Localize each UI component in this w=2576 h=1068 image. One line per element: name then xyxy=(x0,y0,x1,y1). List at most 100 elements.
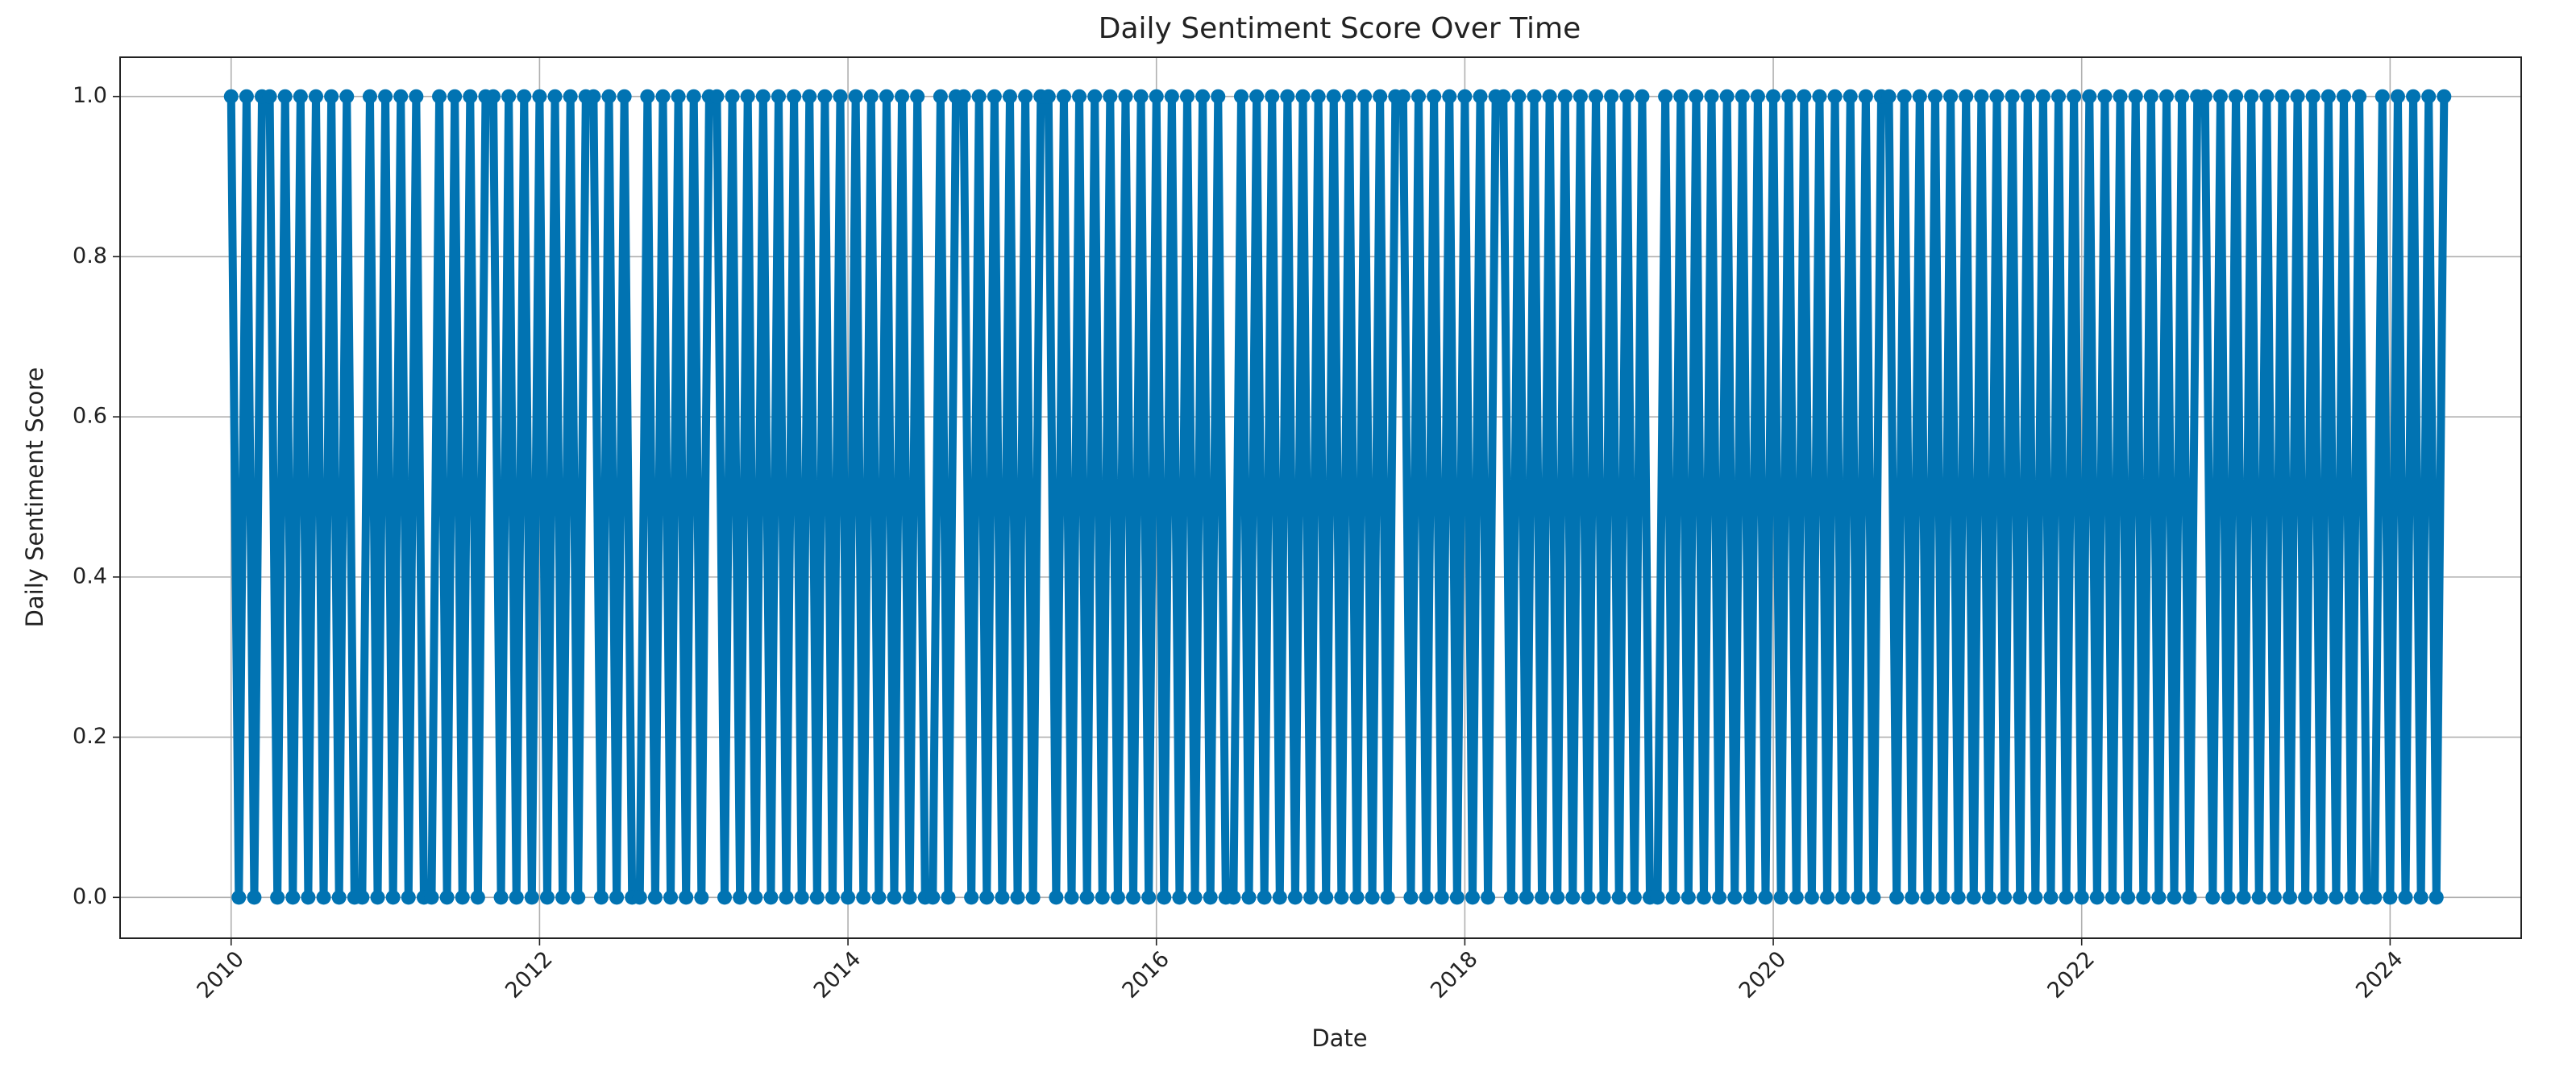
data-point xyxy=(1319,890,1334,905)
data-point xyxy=(1079,890,1095,905)
data-point xyxy=(2344,890,2359,905)
data-point xyxy=(995,890,1010,905)
data-point xyxy=(895,89,910,104)
data-point xyxy=(2136,890,2151,905)
data-point xyxy=(370,890,385,905)
data-point xyxy=(1272,890,1287,905)
data-point xyxy=(2406,89,2421,104)
data-point xyxy=(1403,890,1419,905)
data-point xyxy=(1889,890,1905,905)
data-point xyxy=(1650,890,1665,905)
data-point xyxy=(1704,89,1719,104)
y-tick-label: 0.0 xyxy=(73,884,107,909)
data-point xyxy=(1172,890,1187,905)
y-tick-label: 1.0 xyxy=(73,83,107,108)
data-point xyxy=(339,89,355,104)
data-point xyxy=(1927,89,1942,104)
data-point xyxy=(401,890,416,905)
data-point xyxy=(1473,89,1488,104)
data-point xyxy=(331,890,347,905)
data-point xyxy=(671,89,686,104)
data-point xyxy=(1311,89,1326,104)
data-point xyxy=(1380,890,1395,905)
data-point xyxy=(1743,890,1758,905)
data-point xyxy=(1897,89,1912,104)
data-point xyxy=(609,890,625,905)
data-point xyxy=(848,89,863,104)
data-point xyxy=(941,890,956,905)
data-point xyxy=(686,89,701,104)
data-point xyxy=(1573,89,1588,104)
data-point xyxy=(2259,89,2275,104)
data-point xyxy=(2067,89,2082,104)
data-point xyxy=(1087,89,1103,104)
data-point xyxy=(964,890,979,905)
data-point xyxy=(640,89,655,104)
data-point xyxy=(1827,89,1843,104)
data-point xyxy=(902,890,917,905)
data-point xyxy=(385,890,401,905)
data-point xyxy=(2028,890,2043,905)
data-point xyxy=(1673,89,1689,104)
data-point xyxy=(2298,890,2313,905)
data-point xyxy=(2320,89,2336,104)
data-point xyxy=(532,89,547,104)
data-point xyxy=(1735,89,1750,104)
data-point xyxy=(1773,890,1789,905)
data-point xyxy=(223,89,239,104)
data-point xyxy=(393,89,409,104)
data-point xyxy=(1511,89,1527,104)
data-point xyxy=(1164,89,1179,104)
data-point xyxy=(1712,890,1727,905)
data-point xyxy=(1149,89,1164,104)
data-point xyxy=(2283,890,2298,905)
data-point xyxy=(509,890,524,905)
data-point xyxy=(1265,89,1280,104)
data-point xyxy=(1781,89,1797,104)
data-point xyxy=(362,89,377,104)
data-point xyxy=(501,89,517,104)
data-point xyxy=(1049,890,1064,905)
data-point xyxy=(1550,890,1565,905)
data-point xyxy=(1303,890,1319,905)
data-point xyxy=(2429,890,2444,905)
data-point xyxy=(277,89,293,104)
data-point xyxy=(617,89,632,104)
data-point xyxy=(1989,89,2005,104)
data-point xyxy=(1804,890,1819,905)
data-point xyxy=(1981,890,1996,905)
data-point xyxy=(308,89,323,104)
data-point xyxy=(293,89,308,104)
data-point xyxy=(262,89,277,104)
data-point xyxy=(1881,89,1897,104)
data-point xyxy=(779,890,794,905)
data-point xyxy=(1434,890,1449,905)
data-point xyxy=(1589,89,1604,104)
data-point xyxy=(409,89,424,104)
data-point xyxy=(239,89,254,104)
data-point xyxy=(725,89,740,104)
data-point xyxy=(679,890,694,905)
data-point xyxy=(2158,89,2174,104)
data-point xyxy=(2128,89,2143,104)
data-point xyxy=(1118,89,1133,104)
data-point xyxy=(2143,89,2158,104)
data-point xyxy=(1481,890,1496,905)
data-point xyxy=(555,890,571,905)
data-point xyxy=(1997,890,2013,905)
data-point xyxy=(1295,89,1311,104)
data-point xyxy=(1496,89,1511,104)
data-point xyxy=(1619,89,1635,104)
data-point xyxy=(1905,890,1920,905)
data-point xyxy=(2089,890,2104,905)
data-point xyxy=(586,89,601,104)
data-point xyxy=(247,890,262,905)
data-point xyxy=(1241,890,1257,905)
plot-layer xyxy=(223,89,2452,905)
data-point xyxy=(1233,89,1249,104)
data-point xyxy=(755,89,771,104)
data-point xyxy=(1141,890,1157,905)
data-point xyxy=(1357,89,1373,104)
data-point xyxy=(1442,89,1457,104)
